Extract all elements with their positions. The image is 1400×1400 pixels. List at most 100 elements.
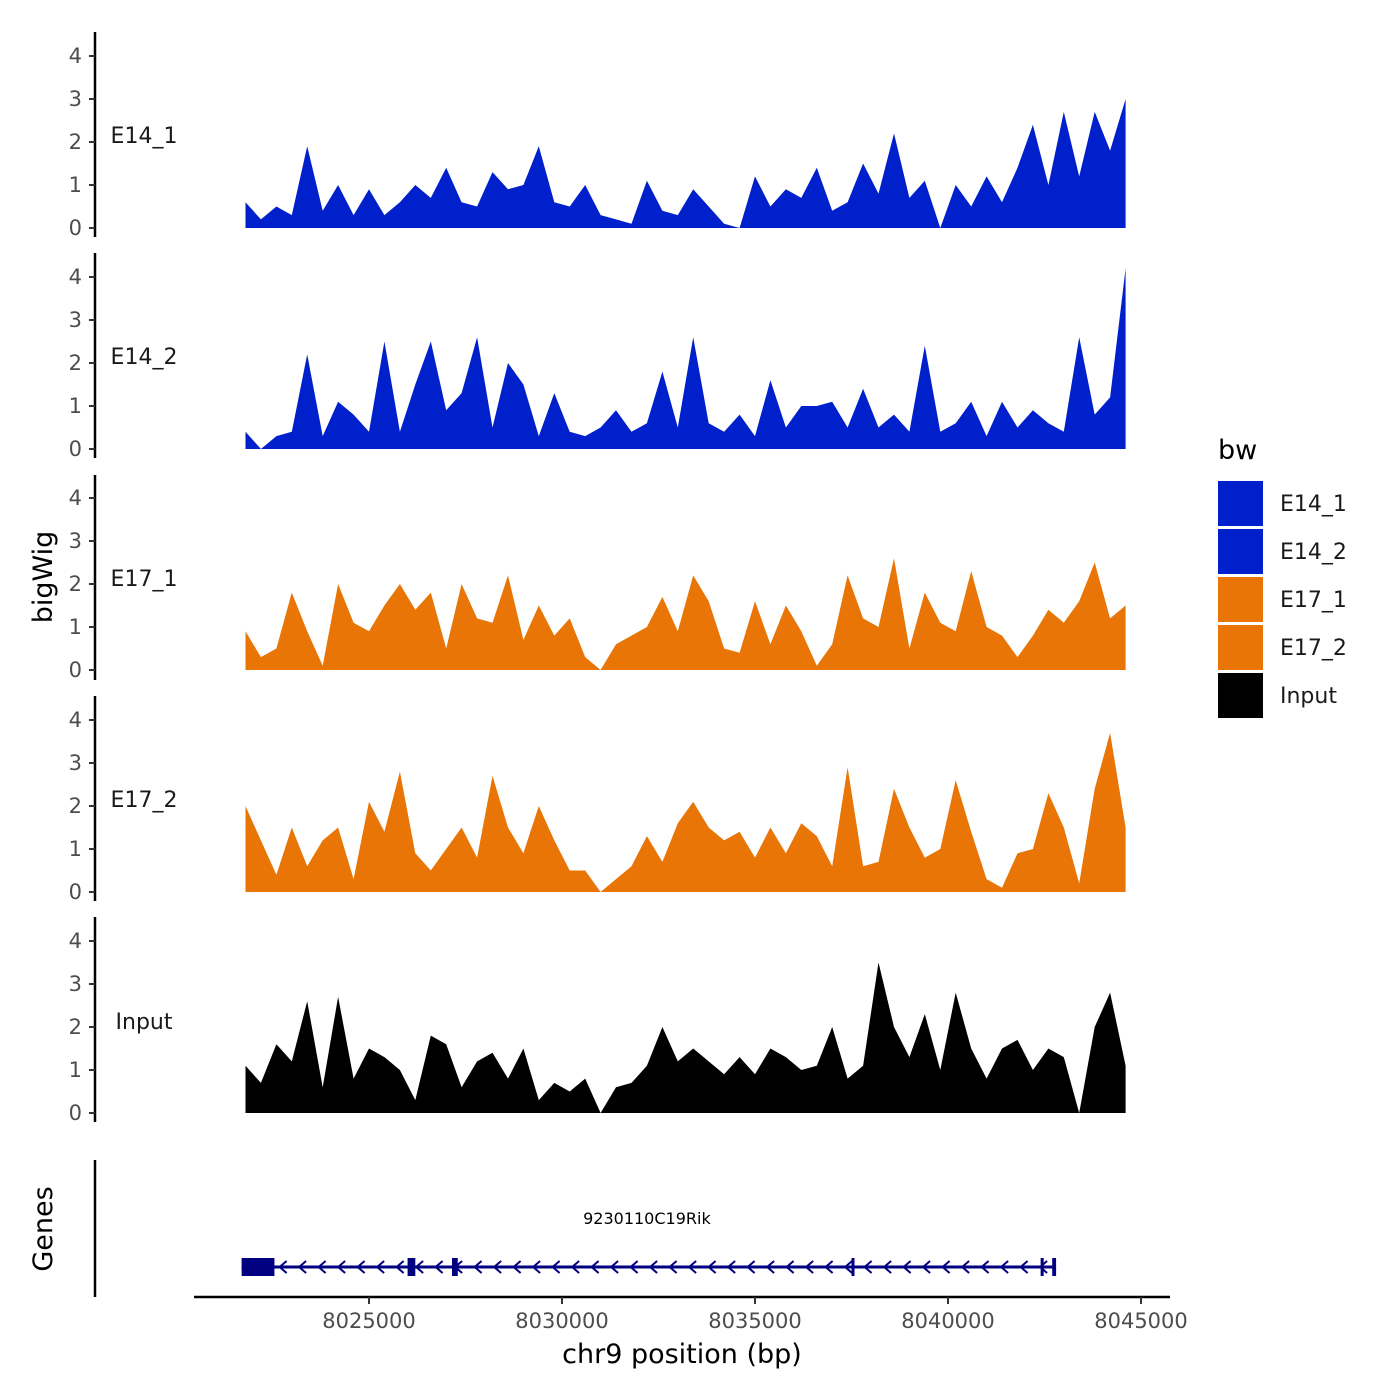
track-panel-e17-1: E17_1 0 1 2 3 4 — [69, 475, 1126, 682]
strand-arrow — [629, 1260, 639, 1274]
x-tick-label: 8035000 — [708, 1309, 802, 1333]
legend-key — [1218, 577, 1263, 622]
x-tick-label: 8040000 — [901, 1309, 995, 1333]
y-tick-label: 4 — [69, 265, 82, 289]
y-tick-label: 4 — [69, 44, 82, 68]
y-axis-title: bigWig — [28, 531, 59, 624]
track-label: E17_2 — [111, 788, 178, 813]
strand-arrow — [531, 1260, 541, 1274]
y-tick-label: 0 — [69, 1101, 82, 1125]
x-tick-label: 8025000 — [322, 1309, 416, 1333]
strand-arrow — [902, 1260, 912, 1274]
legend-label: E17_2 — [1280, 636, 1347, 661]
strand-arrow — [414, 1260, 424, 1274]
gene-exon — [1052, 1258, 1057, 1276]
x-axis: 8025000 8030000 8035000 8040000 8045000 chr9… — [194, 1295, 1188, 1370]
strand-arrow — [746, 1260, 756, 1274]
strand-arrow — [512, 1260, 522, 1274]
legend: bw E14_1 E14_2 E17_1 E17_2 Input — [1218, 435, 1347, 718]
y-tick-label: 4 — [69, 486, 82, 510]
y-tick-label: 2 — [69, 572, 82, 596]
strand-arrow — [317, 1260, 327, 1274]
gene-exon — [1040, 1258, 1044, 1276]
y-tick-label: 0 — [69, 658, 82, 682]
y-tick-label: 2 — [69, 351, 82, 375]
y-tick-label: 3 — [69, 529, 82, 553]
gene-exon — [241, 1258, 275, 1276]
track-panel-e17-2: E17_2 0 1 2 3 4 — [69, 696, 1126, 904]
strand-arrow — [356, 1260, 366, 1274]
strand-arrow — [941, 1260, 951, 1274]
strand-arrow — [707, 1260, 717, 1274]
coverage-area-input — [245, 962, 1126, 1113]
strand-arrow — [824, 1260, 834, 1274]
strand-arrow — [843, 1260, 853, 1274]
strand-arrow — [999, 1260, 1009, 1274]
genes-panel: Genes 9230110C19Rik — [28, 1160, 1057, 1297]
gene-exon — [851, 1258, 855, 1276]
coverage-area-e17-1 — [245, 558, 1126, 670]
legend-label: E14_2 — [1280, 540, 1347, 565]
y-tick-label: 0 — [69, 437, 82, 461]
strand-arrow — [297, 1260, 307, 1274]
strand-arrow — [434, 1260, 444, 1274]
y-tick-label: 1 — [69, 173, 82, 197]
strand-arrow — [648, 1260, 658, 1274]
legend-key — [1218, 481, 1263, 526]
y-tick-label: 3 — [69, 751, 82, 775]
strand-arrow — [765, 1260, 775, 1274]
strand-arrow — [687, 1260, 697, 1274]
legend-key — [1218, 625, 1263, 670]
track-panel-e14-2: E14_2 0 1 2 3 4 — [69, 253, 1126, 461]
strand-arrow — [609, 1260, 619, 1274]
strand-arrow — [785, 1260, 795, 1274]
strand-arrow — [863, 1260, 873, 1274]
strand-arrow — [375, 1260, 385, 1274]
y-tick-label: 4 — [69, 708, 82, 732]
coverage-area-e17-2 — [245, 732, 1126, 892]
legend-key — [1218, 529, 1263, 574]
gene-model — [241, 1258, 1057, 1276]
y-tick-label: 3 — [69, 308, 82, 332]
strand-arrow — [960, 1260, 970, 1274]
y-tick-label: 3 — [69, 972, 82, 996]
x-ticks: 8025000 8030000 8035000 8040000 8045000 — [322, 1297, 1188, 1333]
strand-arrow — [921, 1260, 931, 1274]
y-tick-label: 1 — [69, 615, 82, 639]
strand-arrow — [395, 1260, 405, 1274]
genes-title: Genes — [28, 1186, 59, 1271]
track-panel-input: Input 0 1 2 3 4 — [69, 917, 1126, 1125]
strand-arrow — [668, 1260, 678, 1274]
gene-exon — [407, 1258, 416, 1276]
strand-arrow — [336, 1260, 346, 1274]
strand-arrow — [1038, 1260, 1048, 1274]
y-tick-label: 0 — [69, 216, 82, 240]
strand-arrow — [1019, 1260, 1029, 1274]
legend-label: E14_1 — [1280, 492, 1347, 517]
strand-arrow — [473, 1260, 483, 1274]
y-tick-label: 1 — [69, 837, 82, 861]
y-tick-label: 2 — [69, 794, 82, 818]
y-tick-label: 3 — [69, 87, 82, 111]
strand-arrow — [551, 1260, 561, 1274]
track-panel-e14-1: E14_1 0 1 2 3 4 — [69, 32, 1126, 240]
gene-name-label: 9230110C19Rik — [583, 1209, 711, 1228]
strand-arrow — [278, 1260, 288, 1274]
coverage-area-e14-1 — [245, 99, 1126, 228]
track-label: E14_1 — [111, 124, 178, 149]
y-tick-label: 1 — [69, 394, 82, 418]
legend-title: bw — [1218, 435, 1257, 466]
y-tick-label: 2 — [69, 1015, 82, 1039]
y-tick-label: 0 — [69, 880, 82, 904]
legend-items: E14_1 E14_2 E17_1 E17_2 Input — [1218, 481, 1347, 718]
strand-arrow — [726, 1260, 736, 1274]
y-tick-label: 2 — [69, 130, 82, 154]
y-tick-label: 4 — [69, 929, 82, 953]
x-tick-label: 8045000 — [1094, 1309, 1188, 1333]
legend-label: E17_1 — [1280, 588, 1347, 613]
gene-exon — [451, 1258, 458, 1276]
strand-arrow — [804, 1260, 814, 1274]
x-tick-label: 8030000 — [515, 1309, 609, 1333]
coverage-area-e14-2 — [245, 268, 1126, 449]
